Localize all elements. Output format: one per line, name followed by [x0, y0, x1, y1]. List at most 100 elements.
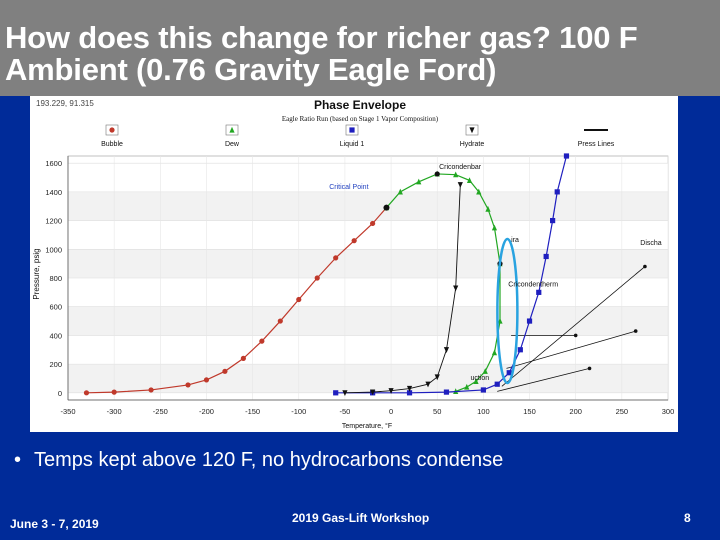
bubble-point — [111, 389, 117, 395]
dew-point — [397, 188, 403, 195]
bubble-point — [277, 318, 283, 324]
liquid-1-point — [554, 189, 560, 195]
x-axis-label: Temperature, °F — [342, 422, 392, 430]
liquid-1-point — [506, 370, 512, 376]
chart-annotation: uction — [470, 375, 489, 382]
phase-envelope-chart: 193.229, 91.315 Phase Envelope Eagle Rat… — [30, 96, 678, 432]
chart-annotation: Critical Point — [329, 184, 368, 191]
chart-legend: Bubble Dew Liquid 1 Hydrate Press Lines — [101, 124, 615, 148]
bullet-marker: • — [14, 449, 22, 471]
bubble-point — [222, 368, 228, 374]
press-line-end — [587, 366, 592, 371]
press-line-end — [643, 264, 647, 269]
y-axis-label: Pressure, psig — [32, 248, 41, 299]
liquid-1-point — [526, 318, 533, 324]
liquid-1-point — [333, 390, 339, 396]
grid-band — [68, 306, 668, 336]
liquid-1-point — [517, 347, 523, 353]
hydrate-point — [453, 285, 459, 292]
legend-label: Hydrate — [460, 141, 485, 148]
x-tick-label: -350 — [60, 407, 75, 416]
grid-band — [68, 163, 668, 192]
x-tick-label: -150 — [245, 407, 260, 416]
x-tick-label: 150 — [523, 407, 536, 416]
title-bar: How does this change for richer gas? 100… — [0, 0, 720, 96]
y-tick-label: 0 — [58, 389, 62, 398]
bubble-point — [259, 338, 265, 344]
hydrate-point — [406, 385, 413, 392]
chart-annotation: Cricondentherm — [508, 282, 558, 289]
dew-point — [464, 383, 470, 390]
liquid-1-point — [543, 253, 549, 260]
liquid-1-point — [406, 390, 413, 396]
y-tick-label: 1200 — [45, 217, 62, 226]
bubble-point — [148, 387, 154, 393]
chart-annotation: ira — [511, 237, 519, 244]
grid-band — [68, 249, 668, 278]
liquid-1-point — [443, 389, 450, 395]
y-tick-label: 1400 — [45, 188, 62, 197]
bubble-point — [296, 296, 302, 303]
x-tick-label: -300 — [107, 407, 122, 416]
bubble-point — [203, 377, 210, 383]
y-tick-label: 200 — [49, 360, 62, 369]
x-tick-label: 100 — [477, 407, 490, 416]
press-line — [501, 266, 646, 387]
x-tick-label: 250 — [616, 407, 629, 416]
cricondenbar-marker — [434, 171, 440, 177]
legend-marker — [349, 127, 355, 133]
dew-point — [491, 349, 498, 356]
dew-point — [416, 178, 422, 185]
liquid-1-point — [550, 217, 556, 224]
chart-canvas: 193.229, 91.315 Phase Envelope Eagle Rat… — [32, 98, 675, 430]
legend-marker — [109, 127, 115, 133]
chart-annotation: Discha — [640, 240, 662, 247]
x-tick-label: 50 — [433, 407, 441, 416]
y-tick-label: 800 — [49, 274, 62, 283]
y-tick-label: 400 — [49, 331, 62, 340]
x-tick-label: -100 — [291, 407, 306, 416]
grid-band — [68, 278, 668, 307]
critical-point-marker — [383, 204, 390, 211]
y-tick-label: 600 — [49, 303, 62, 312]
hydrate-point — [443, 347, 450, 353]
dew-point — [473, 378, 479, 384]
legend-marker — [229, 126, 235, 133]
hydrate-point — [388, 388, 394, 394]
bubble-point — [333, 255, 339, 261]
bubble-point — [83, 390, 90, 396]
liquid-1-point — [536, 289, 542, 295]
legend-marker — [469, 127, 475, 134]
grid-band — [68, 220, 668, 250]
chart-subtitle: Eagle Ratio Run (based on Stage 1 Vapor … — [282, 115, 439, 123]
hydrate-point — [457, 182, 463, 188]
bubble-point — [240, 355, 246, 361]
dew-point — [485, 205, 491, 212]
legend-label: Press Lines — [578, 141, 615, 148]
hydrate-point — [434, 374, 440, 381]
bubble-point — [314, 275, 320, 281]
x-tick-label: -250 — [153, 407, 168, 416]
x-tick-label: 200 — [569, 407, 582, 416]
cursor-readout: 193.229, 91.315 — [36, 99, 94, 108]
dew-point — [453, 171, 459, 178]
dew-point — [491, 224, 498, 231]
highlight-ellipse — [496, 237, 519, 385]
dew-point — [476, 188, 482, 195]
x-tick-label: 300 — [662, 407, 675, 416]
y-tick-label: 1600 — [45, 159, 62, 168]
grid-band — [68, 191, 668, 221]
dew-point — [482, 368, 488, 374]
bubble-point — [370, 220, 376, 227]
footer-date: June 3 - 7, 2019 — [10, 517, 99, 531]
hydrate-point — [370, 389, 376, 396]
legend-label: Liquid 1 — [340, 141, 365, 148]
bubble-point — [185, 382, 191, 388]
chart-annotation: Cricondenbar — [439, 164, 482, 171]
dew-point — [466, 177, 473, 183]
chart-title: Phase Envelope — [314, 98, 406, 112]
bubble-point — [351, 238, 357, 244]
legend-label: Dew — [225, 141, 240, 148]
grid-band — [68, 335, 668, 365]
bullet-text: Temps kept above 120 F, no hydrocarbons … — [34, 449, 504, 471]
